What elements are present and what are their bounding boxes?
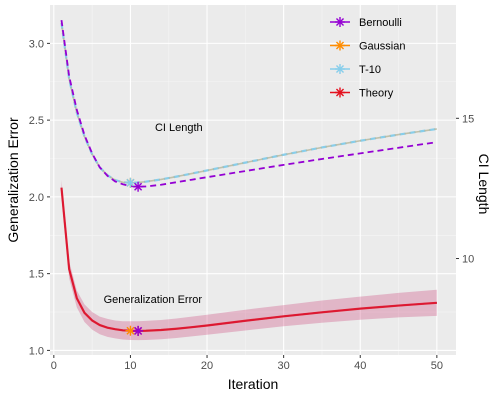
y2-axis-title: CI Length <box>476 154 492 215</box>
x-axis-title: Iteration <box>228 376 279 392</box>
legend-label: Bernoulli <box>359 17 402 29</box>
ge-min-marker-gaussian-stroke <box>126 326 135 335</box>
y2-tick-label: 15 <box>462 113 474 125</box>
ci-min-marker-t10-stroke <box>126 178 135 187</box>
ge-min-marker-bernoulli-stroke <box>134 326 143 335</box>
grid-minor <box>50 5 456 355</box>
legend-key-theory-marker-stroke <box>335 88 345 97</box>
x-tick-label: 0 <box>51 360 57 372</box>
minimum-markers <box>125 177 144 336</box>
annotation-text: Generalization Error <box>104 294 203 306</box>
ci-min-marker-bernoulli <box>133 181 144 192</box>
x-axis-ticks: 0 10 20 30 40 50 <box>51 355 443 372</box>
x-tick-label: 40 <box>354 360 366 372</box>
legend-key-theory-marker <box>335 87 345 98</box>
x-tick-label: 10 <box>124 360 136 372</box>
x-tick-label: 50 <box>431 360 443 372</box>
ge-min-marker-bernoulli <box>133 325 144 336</box>
generalization-error-confidence-band <box>61 180 437 341</box>
legend-key-t10-marker <box>335 64 345 74</box>
legend: Bernoulli Gaussian T-10 Theory <box>330 17 405 100</box>
legend-key-t10-marker-stroke <box>335 64 345 74</box>
y-tick-label: 2.0 <box>29 192 44 204</box>
legend-key-gaussian-marker-stroke <box>335 41 345 50</box>
ci-min-marker-t10 <box>125 177 136 188</box>
y2-tick-label: 10 <box>462 254 474 266</box>
y2-axis-ticks: 10 15 <box>456 113 474 266</box>
y-axis-title: Generalization Error <box>5 117 21 243</box>
legend-label: Gaussian <box>359 41 405 53</box>
legend-label: T-10 <box>359 64 381 76</box>
y-tick-label: 3.0 <box>29 38 44 50</box>
generalization-error-band <box>61 180 437 341</box>
legend-key-gaussian-marker <box>335 40 345 51</box>
y-tick-label: 2.5 <box>29 115 44 127</box>
legend-key-bernoulli-marker-stroke <box>335 17 345 27</box>
legend-key-bernoulli-marker <box>335 17 345 27</box>
y-tick-label: 1.0 <box>29 345 44 357</box>
ci-length-line-gaussian <box>60 22 437 184</box>
ci-min-marker-bernoulli-stroke <box>134 182 143 191</box>
annotations: CI Length Generalization Error <box>104 122 203 306</box>
y-axis-ticks: 1.0 1.5 2.0 2.5 3.0 <box>29 38 50 357</box>
legend-label: Theory <box>359 88 394 100</box>
x-tick-label: 30 <box>278 360 290 372</box>
y-tick-label: 1.5 <box>29 269 44 281</box>
x-tick-label: 20 <box>201 360 213 372</box>
annotation-text: CI Length <box>155 122 203 134</box>
